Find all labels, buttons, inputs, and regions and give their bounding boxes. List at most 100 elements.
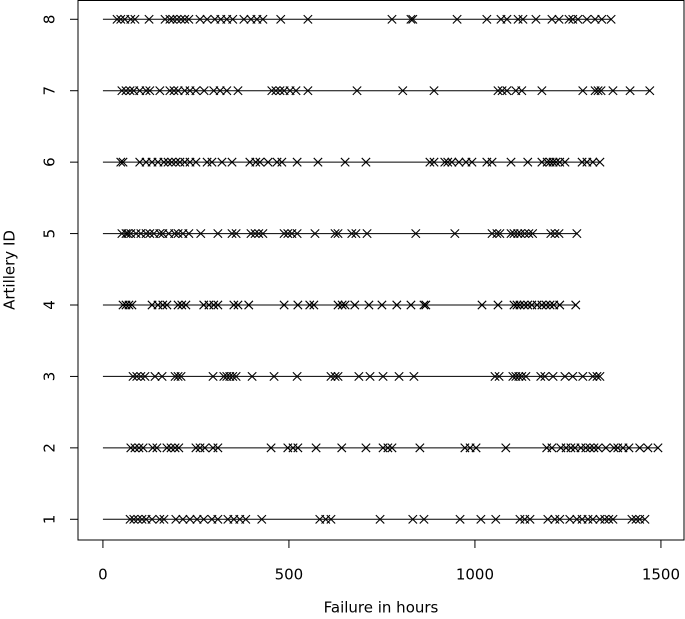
- failure-mark: [159, 514, 169, 524]
- failure-mark: [303, 86, 313, 96]
- failure-mark: [333, 371, 343, 382]
- failure-mark: [537, 86, 547, 96]
- failure-mark: [311, 443, 321, 453]
- y-tick-label: 2: [41, 443, 59, 453]
- failure-mark: [144, 14, 154, 24]
- failure-mark: [215, 86, 225, 96]
- failure-mark: [124, 300, 134, 310]
- failure-mark: [132, 371, 142, 382]
- failure-mark: [134, 443, 144, 453]
- failure-mark: [578, 371, 588, 382]
- failure-mark: [125, 86, 135, 96]
- failure-mark: [123, 228, 133, 239]
- y-tick-label: 5: [41, 229, 59, 239]
- failure-mark: [337, 300, 347, 310]
- failure-mark: [227, 228, 237, 239]
- failure-mark: [354, 371, 364, 382]
- failure-mark: [291, 86, 301, 96]
- failure-mark: [501, 443, 511, 453]
- failure-mark: [247, 371, 257, 382]
- failure-mark: [609, 443, 619, 453]
- failure-mark: [493, 300, 503, 310]
- failure-mark: [330, 371, 340, 382]
- failure-mark: [537, 300, 547, 310]
- y-tick-label: 3: [41, 372, 59, 382]
- failure-mark: [191, 86, 201, 96]
- failure-mark: [279, 300, 289, 310]
- failure-mark: [279, 228, 289, 239]
- failure-mark: [429, 157, 439, 167]
- failure-mark: [492, 228, 502, 239]
- failure-mark: [541, 300, 551, 310]
- x-tick-label: 0: [98, 566, 108, 584]
- failure-mark: [213, 514, 223, 524]
- failure-mark: [112, 14, 122, 24]
- failure-mark: [565, 514, 575, 524]
- failure-mark: [263, 157, 273, 167]
- failure-mark: [595, 371, 605, 382]
- failure-mark: [392, 300, 402, 310]
- failure-mark: [536, 371, 546, 382]
- failure-mark: [548, 157, 558, 167]
- failure-mark: [519, 300, 529, 310]
- failure-mark: [550, 228, 560, 239]
- failure-mark: [277, 157, 287, 167]
- failure-mark: [207, 157, 217, 167]
- failure-mark: [276, 14, 286, 24]
- failure-mark: [523, 300, 533, 310]
- failure-mark: [254, 228, 264, 239]
- failure-mark: [383, 443, 393, 453]
- failure-mark: [258, 228, 268, 239]
- failure-mark: [158, 300, 168, 310]
- failure-mark: [540, 371, 550, 382]
- failure-mark: [627, 514, 637, 524]
- failure-mark: [624, 443, 634, 453]
- failure-mark: [543, 514, 553, 524]
- failure-mark: [555, 514, 565, 524]
- failure-mark: [333, 228, 343, 239]
- failure-mark: [333, 300, 343, 310]
- failure-mark: [147, 514, 157, 524]
- failure-mark: [140, 371, 150, 382]
- x-tick-label: 1000: [456, 566, 494, 584]
- failure-mark: [133, 514, 143, 524]
- failure-mark: [145, 86, 155, 96]
- failure-mark: [643, 443, 653, 453]
- failure-mark: [116, 157, 126, 167]
- failure-mark: [548, 371, 558, 382]
- failure-mark: [447, 157, 457, 167]
- failure-mark: [171, 157, 181, 167]
- failure-mark: [196, 228, 206, 239]
- failure-mark: [209, 300, 219, 310]
- failure-mark: [364, 300, 374, 310]
- failure-mark: [547, 14, 557, 24]
- failure-mark: [155, 514, 165, 524]
- failure-mark: [241, 514, 251, 524]
- failure-mark: [516, 228, 526, 239]
- failure-mark: [162, 443, 172, 453]
- y-tick-label: 4: [41, 300, 59, 310]
- failure-mark: [266, 443, 276, 453]
- failure-mark: [429, 86, 439, 96]
- y-axis-label: Artillery ID: [1, 230, 19, 310]
- failure-mark: [635, 443, 645, 453]
- y-tick-label: 6: [41, 157, 59, 167]
- failure-mark: [375, 514, 385, 524]
- failure-mark: [152, 443, 162, 453]
- failure-mark: [578, 86, 588, 96]
- failure-mark: [191, 157, 201, 167]
- failure-mark: [145, 228, 155, 239]
- failure-mark: [546, 228, 556, 239]
- failure-mark: [506, 157, 516, 167]
- failure-mark: [267, 86, 277, 96]
- plot-frame: [77, 0, 685, 541]
- failure-mark: [487, 157, 497, 167]
- failure-mark: [292, 157, 302, 167]
- failure-mark: [169, 86, 179, 96]
- failure-mark: [494, 371, 504, 382]
- failure-mark: [554, 228, 564, 239]
- failure-mark: [176, 371, 186, 382]
- failure-mark: [199, 514, 209, 524]
- failure-mark: [493, 86, 503, 96]
- failure-mark: [165, 14, 175, 24]
